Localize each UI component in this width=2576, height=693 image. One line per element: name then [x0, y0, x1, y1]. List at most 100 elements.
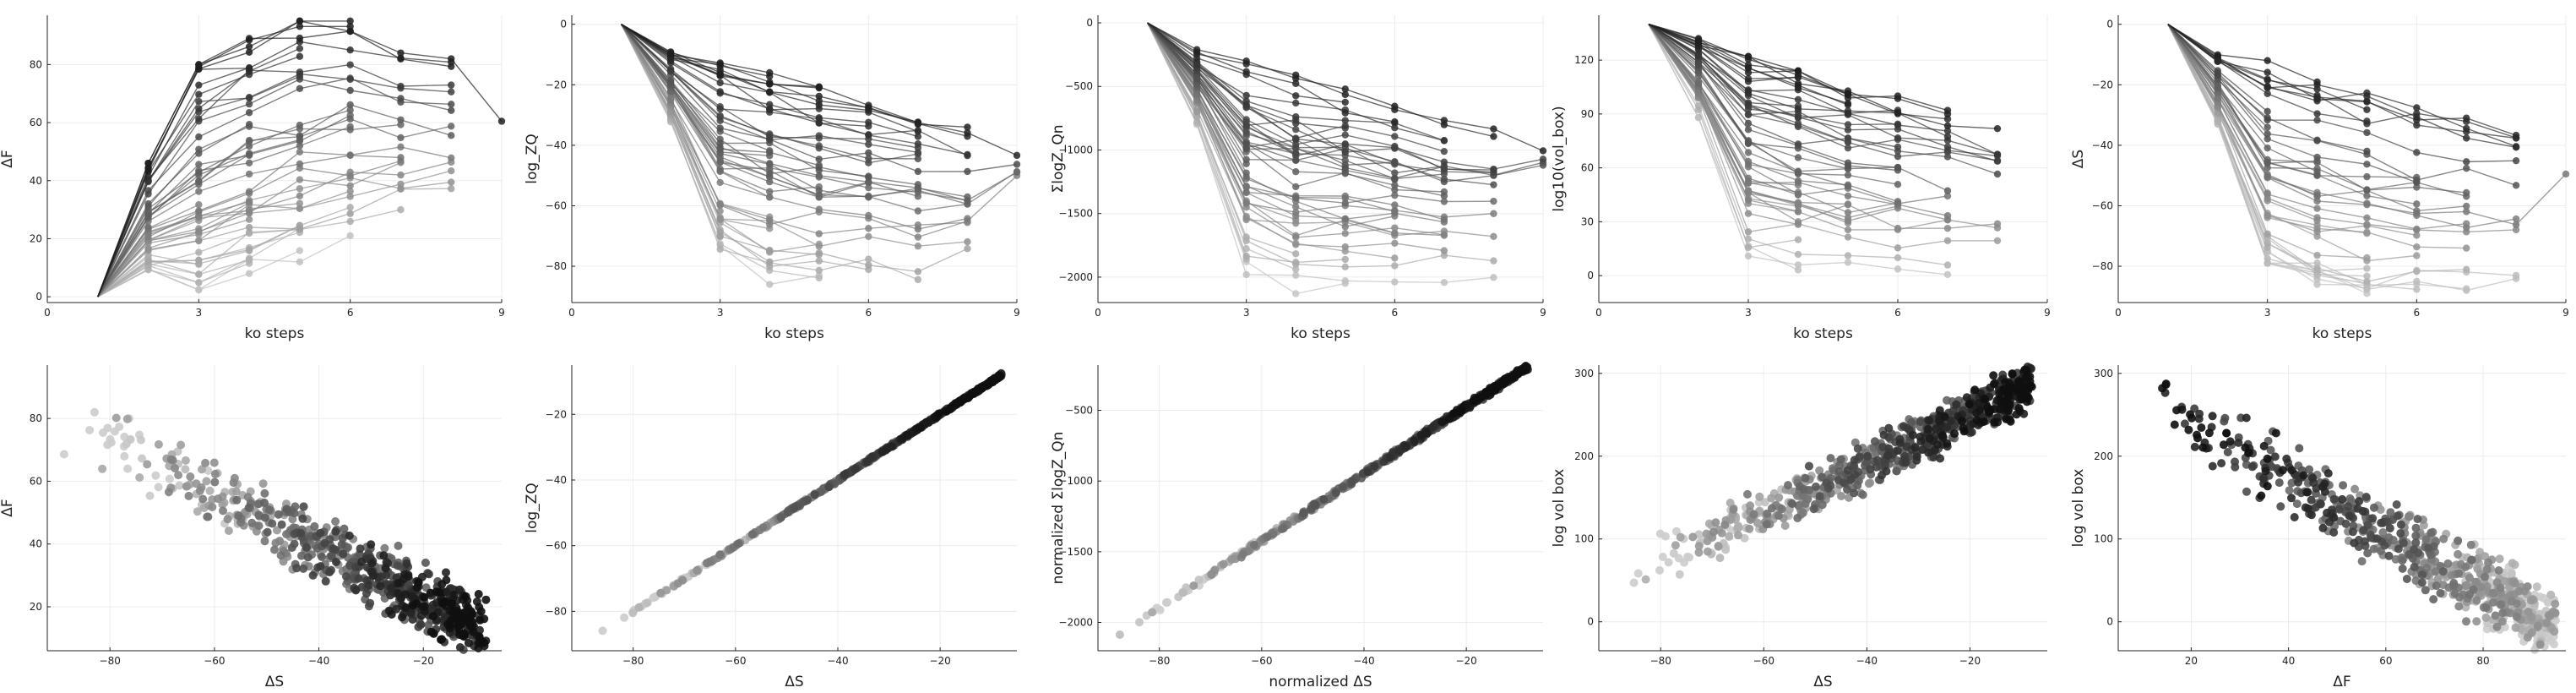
- scatter-point: [243, 493, 253, 502]
- series-point: [1391, 262, 1399, 270]
- series-point: [1490, 125, 1497, 133]
- plot-area: [97, 17, 506, 297]
- series-point: [1943, 224, 1952, 232]
- x-tick-label: 6: [1894, 307, 1901, 319]
- series-line: [1648, 24, 1998, 156]
- scatter-point: [308, 570, 318, 580]
- series-point: [245, 198, 253, 205]
- scatter-point: [1370, 461, 1379, 471]
- series-line: [2167, 24, 2417, 262]
- series-point: [766, 248, 774, 256]
- series-point: [1292, 265, 1300, 273]
- series-point: [2264, 82, 2271, 90]
- y-tick-label: −80: [546, 260, 567, 272]
- scatter-point: [1933, 440, 1943, 450]
- series-point: [914, 268, 922, 276]
- plot-area: [1146, 22, 1547, 297]
- series-point: [1341, 255, 1349, 264]
- series-line: [1147, 22, 1494, 138]
- series-point: [2463, 114, 2470, 122]
- scatter-point: [1925, 416, 1934, 425]
- series-line: [1147, 22, 1494, 173]
- series-point: [666, 51, 675, 58]
- scatter-point: [1522, 362, 1530, 371]
- series-point: [2363, 172, 2371, 181]
- series-point: [1242, 122, 1250, 129]
- scatter-point: [1148, 608, 1157, 617]
- series-line: [2167, 24, 2517, 136]
- series-point: [1744, 139, 1753, 147]
- scatter-point: [643, 598, 652, 608]
- scatter-point: [1680, 558, 1689, 567]
- series-point: [2214, 69, 2221, 77]
- series-point: [245, 223, 253, 232]
- scatter-point: [414, 578, 423, 587]
- series-point: [1744, 174, 1753, 182]
- series-point: [2313, 172, 2321, 180]
- series-point: [1794, 177, 1802, 185]
- scatter-point: [2335, 505, 2344, 514]
- series-point: [1844, 144, 1852, 152]
- scatter-point: [1669, 548, 1678, 558]
- x-tick-label: 6: [2414, 307, 2421, 319]
- scatter-point: [367, 559, 377, 568]
- series-point: [1794, 114, 1802, 122]
- scatter-point: [115, 423, 124, 431]
- series-point: [144, 244, 152, 252]
- series-point: [1794, 261, 1802, 269]
- series-point: [195, 279, 203, 286]
- series-point: [2214, 82, 2221, 90]
- scatter-point: [424, 570, 433, 579]
- scatter-point: [401, 603, 410, 613]
- series-point: [2214, 57, 2221, 65]
- series-point: [1341, 277, 1349, 285]
- series-point: [245, 207, 253, 215]
- y-tick-label: 20: [30, 232, 42, 244]
- series-point: [195, 133, 203, 141]
- series-point: [1943, 261, 1952, 269]
- scatter-point: [1363, 467, 1372, 477]
- series-point: [1844, 126, 1852, 134]
- y-tick-label: 20: [30, 601, 42, 613]
- y-tick-label: 200: [1574, 450, 1594, 462]
- scatter-point: [2469, 585, 2478, 594]
- scatter-point: [437, 635, 446, 644]
- series-point: [397, 143, 405, 151]
- scatter-point: [253, 499, 263, 509]
- series-point: [1993, 220, 2002, 228]
- series-point: [2463, 202, 2470, 210]
- scatter-point: [209, 458, 219, 467]
- series-point: [195, 237, 203, 244]
- scatter-point: [1936, 454, 1945, 463]
- series-point: [914, 243, 922, 250]
- series-point: [1391, 224, 1399, 232]
- plot-area: [2158, 379, 2560, 654]
- series-point: [296, 23, 304, 30]
- scatter-point: [1725, 532, 1734, 541]
- series-point: [1292, 140, 1300, 149]
- series-point: [1844, 90, 1852, 98]
- scatter-point: [1633, 569, 1643, 578]
- scatter-point: [2361, 493, 2371, 501]
- scatter-point: [2357, 557, 2367, 566]
- x-tick-label: −20: [929, 655, 950, 667]
- series-point: [195, 105, 203, 112]
- series-point: [1292, 149, 1300, 157]
- scatter-point: [174, 471, 183, 480]
- scatter-point: [2439, 534, 2448, 543]
- x-tick-label: 0: [568, 307, 575, 319]
- x-tick-label: 6: [347, 307, 354, 319]
- series-point: [346, 101, 354, 109]
- series-point: [448, 81, 455, 89]
- series-point: [1794, 123, 1802, 131]
- scatter-point: [2421, 586, 2430, 595]
- scatter-point: [135, 473, 144, 482]
- series-point: [1490, 197, 1497, 205]
- series-point: [397, 171, 405, 179]
- series-point: [815, 134, 823, 142]
- scatter-point: [177, 440, 186, 450]
- x-tick-label: 9: [1014, 307, 1020, 319]
- scatter-point: [634, 603, 644, 612]
- series-point: [1894, 224, 1902, 232]
